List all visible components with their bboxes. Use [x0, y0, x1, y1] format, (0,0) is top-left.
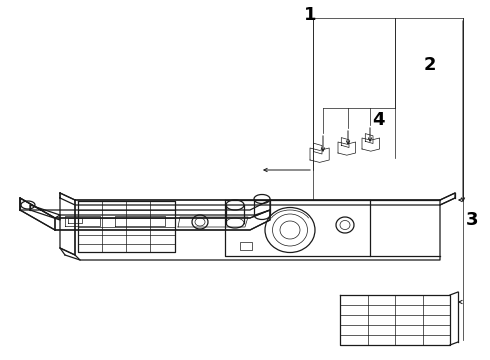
Text: 2: 2 [424, 56, 436, 74]
Text: 1: 1 [304, 6, 316, 24]
Text: 3: 3 [466, 211, 478, 229]
Bar [240, 242, 252, 250]
Text: 4: 4 [372, 111, 384, 129]
